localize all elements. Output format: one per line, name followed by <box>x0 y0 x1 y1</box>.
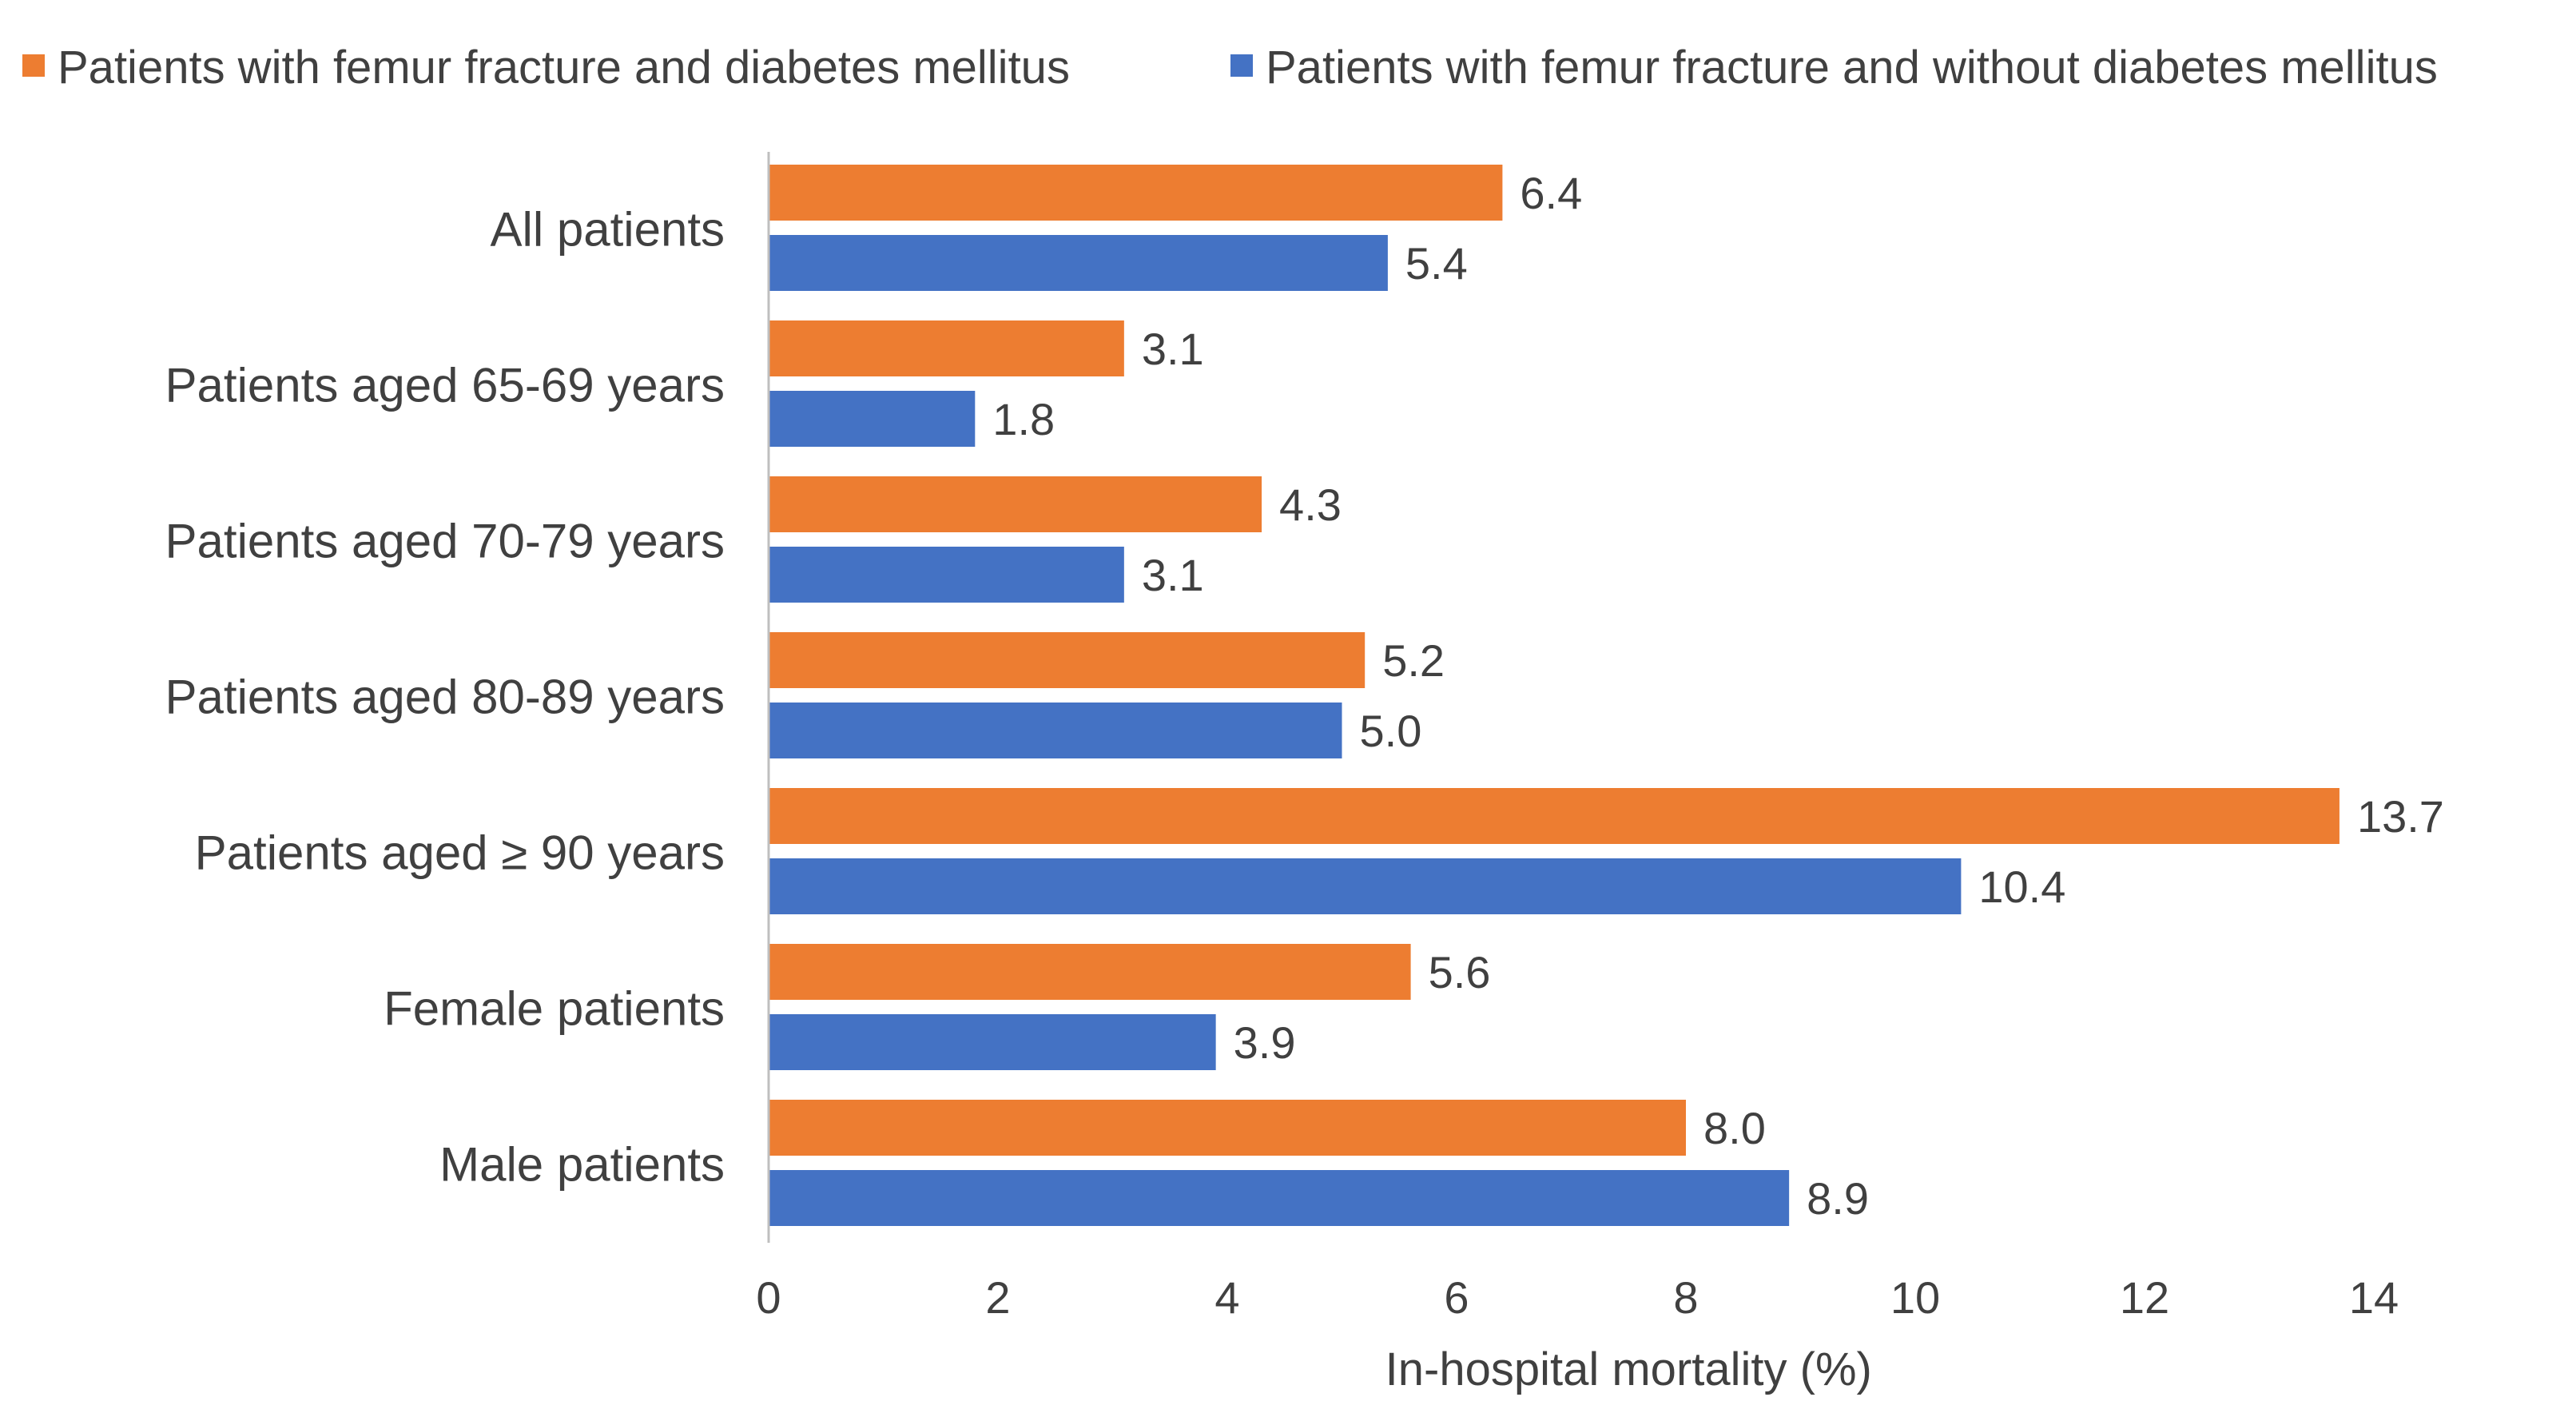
bar-no-diabetes <box>769 858 1962 914</box>
category-label: Patients aged 65-69 years <box>165 359 725 412</box>
value-label-no-diabetes: 3.1 <box>1142 550 1204 600</box>
bar-diabetes <box>769 320 1124 376</box>
value-label-diabetes: 6.4 <box>1520 168 1582 218</box>
bar-diabetes <box>769 788 2339 844</box>
value-label-diabetes: 13.7 <box>2357 791 2444 842</box>
x-axis-title: In-hospital mortality (%) <box>1385 1343 1872 1395</box>
bar-diabetes <box>769 1100 1686 1156</box>
category-label: Patients aged 80-89 years <box>165 671 725 724</box>
bar-no-diabetes <box>769 1170 1790 1226</box>
bar-diabetes <box>769 632 1366 688</box>
category-label: All patients <box>491 203 725 257</box>
category-label: Patients aged 70-79 years <box>165 515 725 568</box>
bar-diabetes <box>769 165 1503 221</box>
x-tick-label: 2 <box>985 1272 1010 1323</box>
legend-item-no-diabetes: Patients with femur fracture and without… <box>1230 42 2438 94</box>
x-tick-labels-group: 0 2 4 6 8 10 12 14 <box>756 1272 2399 1323</box>
x-tick-label: 10 <box>1890 1272 1940 1323</box>
bar-no-diabetes <box>769 235 1388 291</box>
value-label-diabetes: 8.0 <box>1703 1103 1766 1153</box>
legend-swatch <box>22 54 45 77</box>
legend: Patients with femur fracture and diabete… <box>22 42 2438 94</box>
legend-label: Patients with femur fracture and without… <box>1266 42 2438 94</box>
bar-no-diabetes <box>769 391 976 447</box>
value-label-no-diabetes: 10.4 <box>1978 862 2065 912</box>
category-label: Female patients <box>384 982 725 1036</box>
value-label-diabetes: 5.2 <box>1382 635 1445 686</box>
bar-no-diabetes <box>769 1014 1216 1070</box>
x-tick-label: 0 <box>756 1272 781 1323</box>
legend-label: Patients with femur fracture and diabete… <box>58 42 1070 94</box>
value-label-diabetes: 5.6 <box>1429 947 1491 997</box>
x-tick-label: 12 <box>2120 1272 2169 1323</box>
value-label-no-diabetes: 5.0 <box>1360 706 1422 756</box>
bar-no-diabetes <box>769 547 1124 603</box>
bars-group <box>769 165 2339 1226</box>
value-label-no-diabetes: 1.8 <box>992 394 1055 444</box>
bar-diabetes <box>769 944 1411 1000</box>
category-labels-group: All patients Patients aged 65-69 years Pat… <box>165 203 725 1192</box>
value-label-no-diabetes: 8.9 <box>1807 1173 1869 1224</box>
x-tick-label: 14 <box>2349 1272 2399 1323</box>
bar-no-diabetes <box>769 703 1342 758</box>
x-tick-label: 8 <box>1673 1272 1698 1323</box>
legend-item-diabetes: Patients with femur fracture and diabete… <box>22 42 1070 94</box>
value-labels-group: 6.4 5.4 3.1 1.8 4.3 3.1 5.2 5.0 13.7 10.4 5.6 3.9 8.… <box>992 168 2444 1224</box>
x-tick-label: 4 <box>1214 1272 1239 1323</box>
bar-diabetes <box>769 476 1262 532</box>
legend-swatch <box>1230 54 1253 77</box>
category-label: Male patients <box>439 1138 725 1192</box>
value-label-no-diabetes: 3.9 <box>1234 1017 1296 1068</box>
x-tick-label: 6 <box>1444 1272 1469 1323</box>
value-label-diabetes: 3.1 <box>1142 324 1204 374</box>
value-label-diabetes: 4.3 <box>1279 480 1342 530</box>
category-label: Patients aged ≥ 90 years <box>195 826 725 880</box>
value-label-no-diabetes: 5.4 <box>1405 238 1468 289</box>
